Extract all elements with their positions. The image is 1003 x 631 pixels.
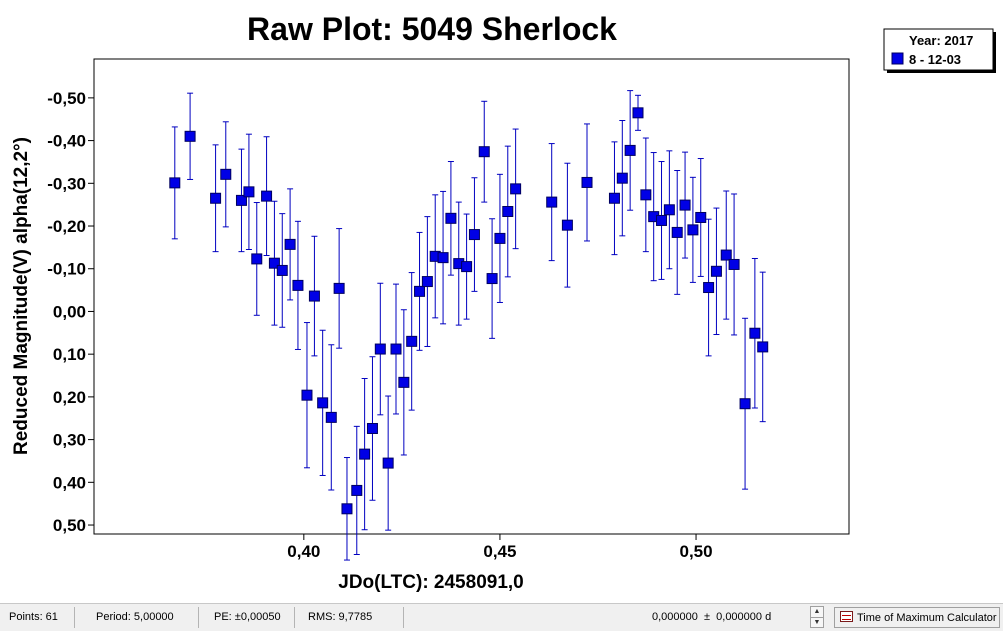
- data-point: [251, 253, 263, 265]
- y-tick-label: -0,10: [47, 260, 86, 279]
- data-point: [461, 261, 473, 273]
- data-point: [616, 172, 628, 184]
- data-point: [561, 219, 573, 231]
- data-point: [414, 285, 426, 297]
- y-tick-label: 0,30: [53, 431, 86, 450]
- data-point: [486, 273, 498, 285]
- tmc-button-label: Time of Maximum Calculator: [857, 612, 997, 624]
- y-tick-label: -0,40: [47, 132, 86, 151]
- legend-swatch: [891, 52, 904, 65]
- period-value: Period: 5,00000: [76, 607, 199, 628]
- chart: Raw Plot: 5049 Sherlock -0,50-0,40-0,30-…: [11, 11, 996, 593]
- data-point: [184, 130, 196, 142]
- data-points: [169, 107, 769, 515]
- x-tick-label: 0,45: [483, 542, 516, 561]
- data-point: [169, 177, 181, 189]
- x-tick-label: 0,50: [679, 542, 712, 561]
- data-point: [261, 190, 273, 202]
- data-point: [276, 264, 288, 276]
- data-point: [210, 192, 222, 204]
- data-point: [445, 212, 457, 224]
- data-point: [703, 282, 715, 294]
- data-point: [235, 194, 247, 206]
- time-offset-field[interactable]: 0,000000 ± 0,000000 d: [652, 611, 772, 623]
- y-tick-label: 0,10: [53, 345, 86, 364]
- legend-shadow-bottom: [887, 70, 996, 73]
- y-tick-label: -0,30: [47, 174, 86, 193]
- y-tick-label: 0,00: [53, 302, 86, 321]
- data-point: [546, 196, 558, 208]
- data-point: [502, 205, 514, 217]
- pe-value: PE: ±0,00050: [200, 607, 295, 628]
- data-point: [301, 389, 313, 401]
- y-axis-label: Reduced Magnitude(V) alpha(12,2°): [11, 137, 32, 455]
- data-point: [390, 343, 402, 355]
- data-point: [581, 176, 593, 188]
- y-tick-label: 0,20: [53, 388, 86, 407]
- spin-up-arrow-icon[interactable]: ▲: [813, 608, 821, 615]
- data-point: [421, 276, 433, 288]
- legend-entry: 8 - 12-03: [909, 52, 961, 67]
- x-axis-label: JDo(LTC): 2458091,0: [338, 572, 524, 593]
- data-point: [359, 448, 371, 460]
- data-point: [220, 168, 232, 180]
- data-point: [292, 279, 304, 291]
- data-point: [656, 214, 668, 226]
- data-point: [325, 411, 337, 423]
- data-point: [437, 252, 449, 264]
- data-point: [624, 144, 636, 156]
- x-tick-label: 0,40: [287, 542, 320, 561]
- data-point: [478, 146, 490, 158]
- time-of-maximum-calculator-button[interactable]: Time of Maximum Calculator: [834, 607, 1000, 628]
- y-tick-label: -0,20: [47, 217, 86, 236]
- data-point: [640, 189, 652, 201]
- data-point: [333, 282, 345, 294]
- data-point: [710, 265, 722, 277]
- offset-spinner[interactable]: ▲ ▼: [810, 606, 824, 628]
- data-point: [243, 186, 255, 198]
- points-count: Points: 61: [0, 607, 75, 628]
- status-bar: Points: 61 Period: 5,00000 PE: ±0,00050 …: [0, 603, 1003, 631]
- legend: Year: 2017 8 - 12-03: [883, 28, 996, 73]
- data-point: [341, 503, 353, 515]
- data-point: [739, 398, 751, 410]
- y-tick-label: -0,50: [47, 89, 86, 108]
- data-point: [284, 238, 296, 250]
- data-point: [308, 290, 320, 302]
- legend-header: Year: 2017: [909, 33, 973, 48]
- spin-down-arrow-icon[interactable]: ▼: [811, 617, 823, 628]
- legend-shadow: [993, 32, 996, 73]
- data-point: [757, 341, 769, 353]
- data-point: [351, 484, 363, 496]
- calculator-chart-icon: [840, 611, 853, 622]
- chart-title: Raw Plot: 5049 Sherlock: [247, 11, 617, 47]
- data-point: [608, 192, 620, 204]
- data-point: [728, 258, 740, 270]
- data-point: [406, 335, 418, 347]
- data-point: [687, 224, 699, 236]
- data-point: [720, 249, 732, 261]
- x-axis: 0,40 0,45 0,50: [287, 534, 713, 561]
- data-point: [317, 397, 329, 409]
- y-tick-label: 0,40: [53, 473, 86, 492]
- data-point: [374, 343, 386, 355]
- data-point: [632, 107, 644, 119]
- plot-area: [93, 58, 850, 535]
- data-point: [366, 422, 378, 434]
- data-point: [663, 204, 675, 216]
- data-point: [749, 327, 761, 339]
- data-point: [382, 457, 394, 469]
- y-axis: -0,50 -0,40 -0,30 -0,20 -0,10 0,00 0,10 0,20 0,3…: [47, 89, 94, 535]
- y-tick-label: 0,50: [53, 516, 86, 535]
- data-point: [268, 257, 280, 269]
- data-point: [468, 229, 480, 241]
- data-point: [671, 226, 683, 238]
- data-point: [398, 376, 410, 388]
- data-point: [494, 232, 506, 244]
- data-point: [695, 211, 707, 223]
- rms-value: RMS: 9,7785: [296, 607, 404, 628]
- data-point: [679, 199, 691, 211]
- data-point: [510, 183, 522, 195]
